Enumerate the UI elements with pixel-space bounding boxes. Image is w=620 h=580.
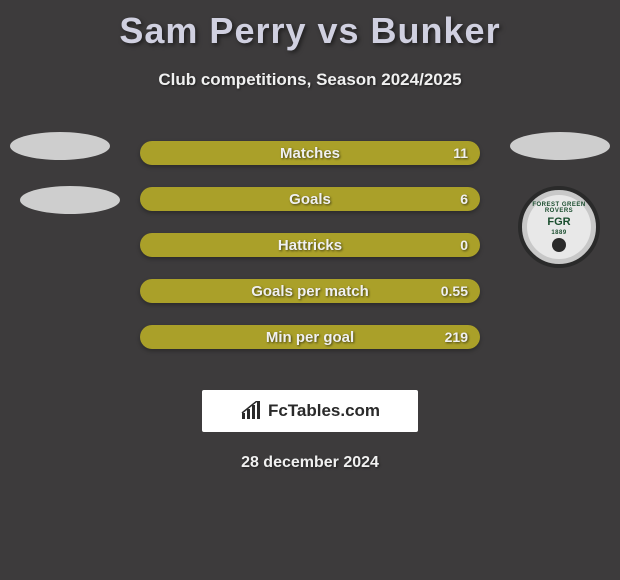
stat-value: 219 (445, 329, 468, 345)
stat-row: Hattricks 0 (0, 222, 620, 268)
logo-text: FcTables.com (268, 401, 380, 421)
date-label: 28 december 2024 (0, 454, 620, 472)
stat-value: 11 (453, 145, 468, 161)
stat-label: Goals per match (251, 283, 369, 300)
stat-label: Matches (280, 145, 340, 162)
stat-bar-mpg: Min per goal 219 (140, 325, 480, 349)
stat-row: Min per goal 219 (0, 314, 620, 360)
stats-panel: FOREST GREEN ROVERS FGR 1889 Matches 11 … (0, 130, 620, 472)
stat-bar-goals: Goals 6 (140, 187, 480, 211)
stat-value: 0 (460, 237, 468, 253)
stat-label: Hattricks (278, 237, 342, 254)
chart-icon (240, 401, 262, 421)
stat-row: Matches 11 (0, 130, 620, 176)
stat-row: Goals 6 (0, 176, 620, 222)
page-subtitle: Club competitions, Season 2024/2025 (0, 70, 620, 90)
stat-value: 0.55 (441, 283, 468, 299)
stat-label: Goals (289, 191, 331, 208)
fctables-logo[interactable]: FcTables.com (202, 390, 418, 432)
stat-bar-hattricks: Hattricks 0 (140, 233, 480, 257)
stat-value: 6 (460, 191, 468, 207)
page-title: Sam Perry vs Bunker (0, 0, 620, 52)
stat-label: Min per goal (266, 329, 354, 346)
stat-bar-matches: Matches 11 (140, 141, 480, 165)
stat-row: Goals per match 0.55 (0, 268, 620, 314)
stat-bar-gpm: Goals per match 0.55 (140, 279, 480, 303)
